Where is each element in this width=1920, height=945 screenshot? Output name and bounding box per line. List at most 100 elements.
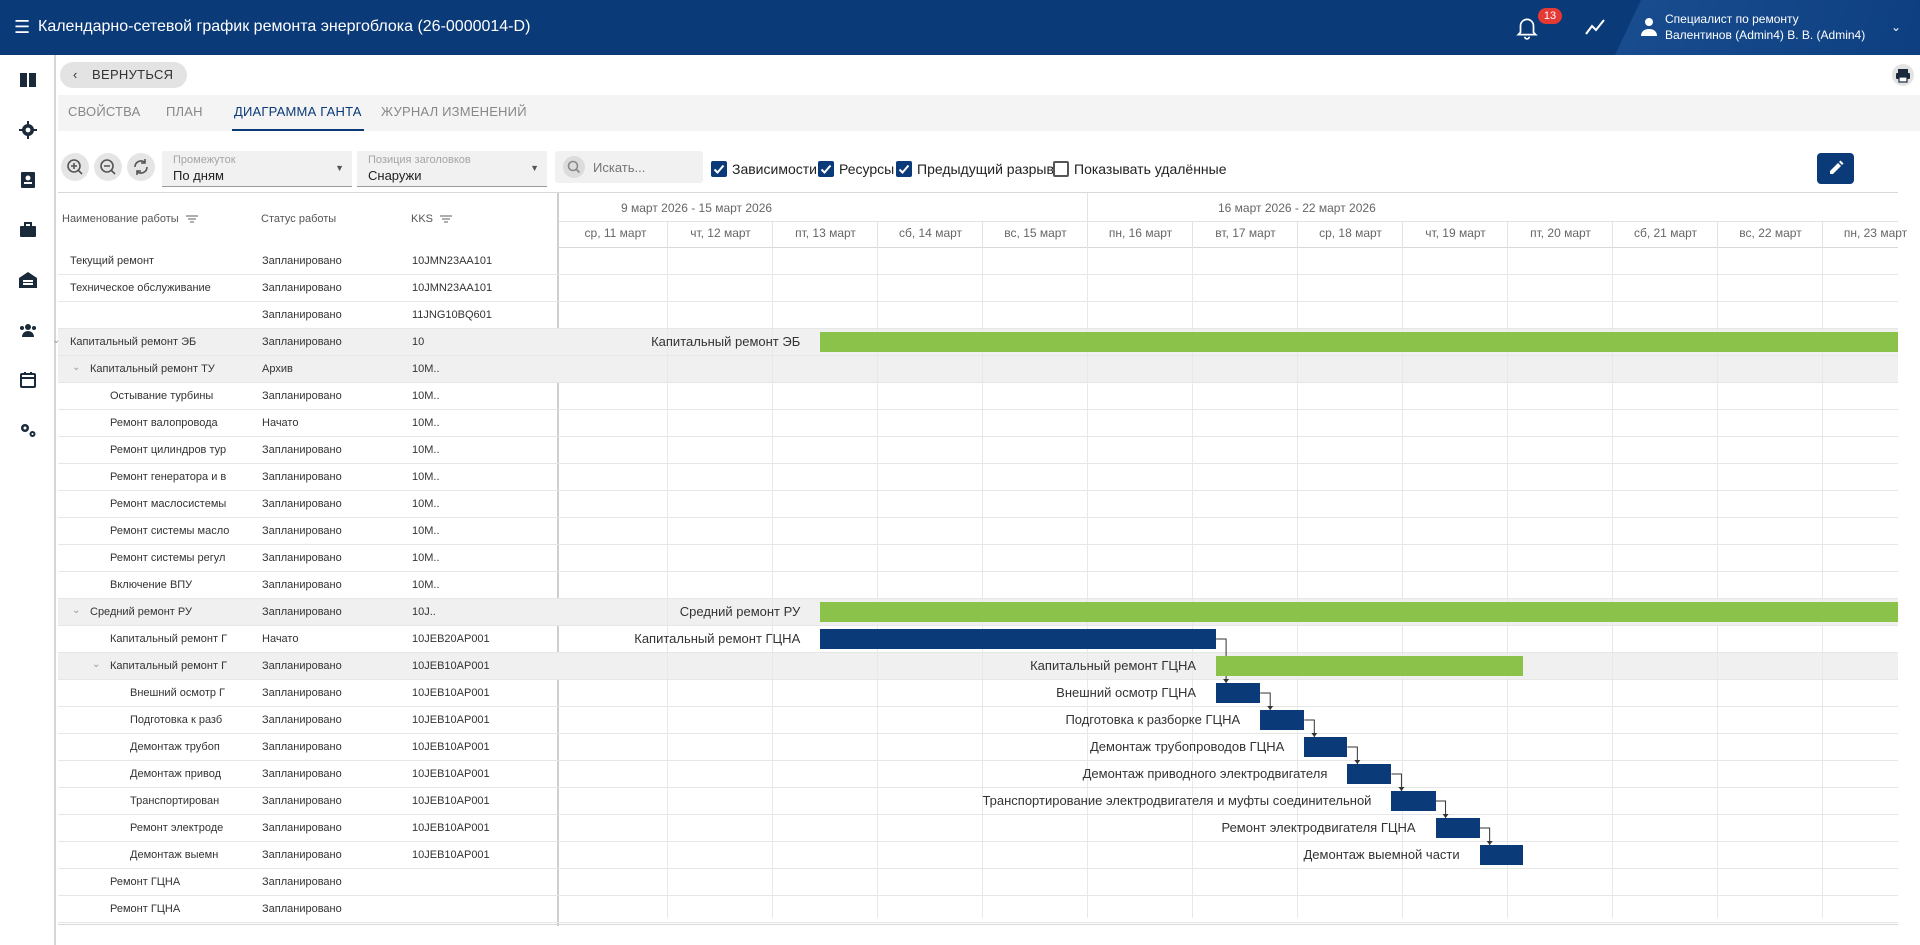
week-label: 16 март 2026 - 22 март 2026 [1218, 201, 1376, 215]
summary-task-bar[interactable] [820, 602, 1898, 622]
task-bar[interactable] [1479, 845, 1523, 865]
table-row[interactable]: Ремонт цилиндров тур Запланировано 10M.. [58, 437, 1898, 464]
table-row[interactable]: Ремонт маслосистемы Запланировано 10M.. [58, 491, 1898, 518]
checkbox-checked-icon[interactable] [896, 161, 912, 177]
table-row[interactable]: Ремонт генератора и в Запланировано 10M.. [58, 464, 1898, 491]
table-row[interactable]: Ремонт электроде Запланировано 10JEB10AP00… [58, 815, 1898, 842]
print-icon[interactable] [1892, 64, 1914, 86]
table-row[interactable]: Ремонт ГЦНА Запланировано [58, 896, 1898, 923]
table-row[interactable]: Внешний осмотр Г Запланировано 10JEB10AP00… [58, 680, 1898, 707]
back-button[interactable]: ‹ ВЕРНУТЬСЯ [60, 62, 187, 88]
chevron-down-icon[interactable]: ⌄ [1891, 20, 1902, 34]
day-divider [1087, 221, 1088, 248]
user-name[interactable]: Валентинов (Admin4) В. В. (Admin4) [1665, 28, 1866, 42]
table-row[interactable]: ⌄ Капитальный ремонт ТУ Архив 10M.. [58, 356, 1898, 383]
briefcase-icon[interactable] [18, 220, 38, 240]
contact-book-icon[interactable] [18, 170, 38, 190]
book-icon[interactable] [18, 70, 38, 90]
filter-icon[interactable] [185, 215, 198, 223]
task-bar[interactable] [820, 629, 1217, 649]
table-row[interactable]: Ремонт системы регул Запланировано 10M.. [58, 545, 1898, 572]
search-input[interactable] [593, 157, 693, 177]
notifications-bell-icon[interactable] [1514, 14, 1540, 40]
task-bar[interactable] [1347, 764, 1392, 784]
expand-chevron-icon[interactable]: ⌄ [72, 605, 81, 616]
day-gridline [982, 248, 983, 918]
task-bar[interactable] [1435, 818, 1480, 838]
page-title: Календарно-сетевой график ремонта энерго… [38, 18, 531, 35]
summary-task-bar[interactable] [820, 332, 1898, 352]
task-kks: 10JEB10AP001 [412, 741, 490, 753]
task-kks: 10M.. [412, 552, 440, 564]
day-divider [1822, 221, 1823, 248]
day-divider [1717, 221, 1718, 248]
table-row[interactable]: Демонтаж трубоп Запланировано 10JEB10AP001 [58, 734, 1898, 761]
period-select[interactable]: Промежуток По дням ▼ [162, 151, 352, 187]
task-bar[interactable] [1260, 710, 1305, 730]
search-box[interactable] [555, 151, 703, 183]
divider [559, 221, 1898, 222]
calendar-icon[interactable] [18, 370, 38, 390]
task-name: Ремонт электроде [130, 822, 224, 834]
warehouse-icon[interactable] [18, 270, 38, 290]
table-row[interactable]: Демонтаж привод Запланировано 10JEB10AP001 [58, 761, 1898, 788]
day-gridline [1507, 248, 1508, 918]
settings-cogs-icon[interactable] [18, 420, 38, 440]
expand-chevron-icon[interactable]: ⌄ [92, 659, 101, 670]
table-row[interactable]: Включение ВПУ Запланировано 10M.. [58, 572, 1898, 599]
task-bar[interactable] [1304, 737, 1348, 757]
task-bar[interactable] [1391, 791, 1436, 811]
task-status: Запланировано [262, 444, 342, 456]
task-kks: 10M.. [412, 525, 440, 537]
splitter-handle[interactable] [557, 193, 559, 926]
table-row[interactable]: Текущий ремонт Запланировано 10JMN23AA101 [58, 248, 1898, 275]
checkbox-checked-icon[interactable] [711, 161, 727, 177]
column-header-kks[interactable]: KKS [411, 213, 453, 225]
table-row[interactable]: Транспортирован Запланировано 10JEB10AP001 [58, 788, 1898, 815]
gantt-chart: Наименование работы Статус работы KKS 9 … [52, 192, 1907, 926]
tab-properties[interactable]: СВОЙСТВА [68, 104, 141, 119]
day-label: пт, 13 март [795, 226, 856, 240]
table-row[interactable]: Демонтаж выемн Запланировано 10JEB10AP001 [58, 842, 1898, 869]
tab-changelog[interactable]: ЖУРНАЛ ИЗМЕНЕНИЙ [381, 104, 527, 119]
table-row[interactable]: Техническое обслуживание Запланировано 10J… [58, 275, 1898, 302]
edit-pencil-icon[interactable] [1817, 153, 1854, 184]
analytics-chart-icon[interactable] [1584, 17, 1606, 37]
day-label: чт, 19 март [1425, 226, 1486, 240]
task-kks: 10JEB20AP001 [412, 633, 490, 645]
gear-icon[interactable] [18, 120, 38, 140]
table-row[interactable]: Капитальный ремонт Г Начато 10JEB20AP001 [58, 626, 1898, 653]
task-name: Капитальный ремонт ЭБ [70, 336, 197, 348]
summary-task-bar[interactable] [1216, 656, 1523, 676]
user-role[interactable]: Специалист по ремонту [1665, 12, 1799, 26]
task-name: Ремонт генератора и в [110, 471, 227, 483]
tab-gantt[interactable]: ДИАГРАММА ГАНТА [232, 95, 364, 131]
refresh-icon[interactable] [127, 153, 155, 181]
zoom-in-icon[interactable] [61, 153, 89, 181]
table-row[interactable]: Ремонт системы масло Запланировано 10M.. [58, 518, 1898, 545]
table-row[interactable]: ⌄ Капитальный ремонт Г Запланировано 10JEB1… [58, 653, 1898, 680]
expand-chevron-icon[interactable]: ⌄ [52, 335, 61, 346]
week-label: 9 март 2026 - 15 март 2026 [621, 201, 773, 215]
table-row[interactable]: Запланировано 11JNG10BQ601 [58, 302, 1898, 329]
user-icon[interactable] [1640, 17, 1658, 37]
checkbox-unchecked-icon[interactable] [1053, 161, 1069, 177]
hamburger-menu-icon[interactable]: ☰ [14, 17, 31, 37]
expand-chevron-icon[interactable]: ⌄ [72, 362, 81, 373]
column-header-status[interactable]: Статус работы [261, 213, 337, 225]
header-position-select[interactable]: Позиция заголовков Снаружи ▼ [357, 151, 547, 187]
table-row[interactable]: Остывание турбины Запланировано 10M.. [58, 383, 1898, 410]
table-row[interactable]: Подготовка к разб Запланировано 10JEB10AP0… [58, 707, 1898, 734]
zoom-out-icon[interactable] [94, 153, 122, 181]
checkbox-checked-icon[interactable] [818, 161, 834, 177]
task-bar[interactable] [1216, 683, 1261, 703]
table-row[interactable]: Ремонт валопровода Начато 10M.. [58, 410, 1898, 437]
filter-icon[interactable] [440, 215, 453, 223]
task-name: Ремонт системы масло [110, 525, 230, 537]
column-header-name[interactable]: Наименование работы [62, 213, 198, 225]
checkbox-label: Ресурсы [839, 161, 895, 177]
table-row[interactable]: Ремонт ГЦНА Запланировано [58, 869, 1898, 896]
task-kks: 10JEB10AP001 [412, 687, 490, 699]
tab-plan[interactable]: ПЛАН [166, 104, 203, 119]
team-icon[interactable] [18, 320, 38, 340]
